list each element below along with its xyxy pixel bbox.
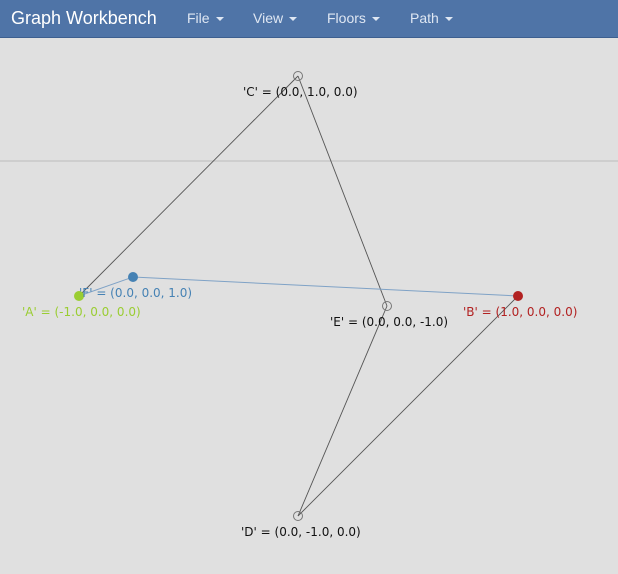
menu-path-label: Path [410, 10, 439, 26]
caret-down-icon [444, 17, 453, 22]
edge-e-d [297, 305, 388, 517]
menu-view-label: View [253, 10, 284, 26]
app-title[interactable]: Graph Workbench [11, 8, 157, 28]
menu-floors-label: Floors [327, 10, 366, 26]
caret-down-icon [371, 17, 380, 22]
graph-canvas[interactable]: 'A' = (-1.0, 0.0, 0.0) 'B' = (1.0, 0.0, … [0, 38, 618, 574]
caret-down-icon [215, 17, 224, 22]
navbar: Graph Workbench File View Floors Path [0, 0, 618, 38]
caret-down-icon [289, 17, 298, 22]
node-label-d: 'D' = (0.0, -1.0, 0.0) [241, 525, 361, 539]
node-f[interactable] [128, 272, 138, 282]
edge-a-f [78, 276, 134, 297]
menu-path[interactable]: Path [410, 0, 453, 37]
edge-d-b [297, 295, 519, 517]
node-d[interactable] [293, 511, 303, 521]
node-label-b: 'B' = (1.0, 0.0, 0.0) [463, 305, 577, 319]
menu-file-label: File [187, 10, 210, 26]
edge-f-b [132, 276, 519, 297]
node-b[interactable] [513, 291, 523, 301]
menu-floors[interactable]: Floors [327, 0, 380, 37]
node-a[interactable] [74, 291, 84, 301]
graph-svg[interactable]: 'A' = (-1.0, 0.0, 0.0) 'B' = (1.0, 0.0, … [0, 38, 618, 574]
edge-c-a [78, 75, 299, 297]
node-e[interactable] [382, 301, 392, 311]
node-label-c: 'C' = (0.0, 1.0, 0.0) [243, 85, 358, 99]
node-label-a: 'A' = (-1.0, 0.0, 0.0) [22, 305, 141, 319]
node-label-f: 'F' = (0.0, 0.0, 1.0) [79, 286, 192, 300]
menu-file[interactable]: File [187, 0, 224, 37]
node-label-e: 'E' = (0.0, 0.0, -1.0) [330, 315, 448, 329]
node-c[interactable] [293, 71, 303, 81]
menu-view[interactable]: View [253, 0, 298, 37]
edge-c-e [297, 75, 388, 307]
